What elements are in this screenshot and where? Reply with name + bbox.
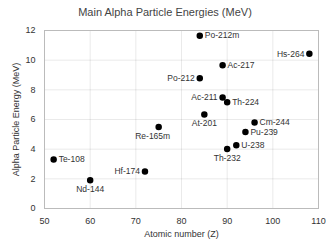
svg-text:Hs-264: Hs-264 (277, 49, 305, 59)
svg-text:Cm-244: Cm-244 (260, 117, 291, 127)
svg-text:0: 0 (30, 203, 35, 213)
svg-text:Po-212: Po-212 (167, 73, 195, 83)
svg-text:Ac-217: Ac-217 (228, 60, 255, 70)
svg-text:10: 10 (25, 55, 35, 65)
svg-text:50: 50 (39, 216, 49, 226)
svg-text:Th-224: Th-224 (232, 97, 259, 107)
svg-text:2: 2 (30, 174, 35, 184)
svg-text:12: 12 (25, 25, 35, 35)
svg-text:Nd-144: Nd-144 (76, 184, 104, 194)
svg-text:Te-108: Te-108 (59, 154, 85, 164)
svg-text:4: 4 (30, 144, 35, 154)
svg-text:60: 60 (85, 216, 95, 226)
svg-text:8: 8 (30, 85, 35, 95)
svg-text:Hf-174: Hf-174 (114, 166, 140, 176)
svg-text:90: 90 (222, 216, 232, 226)
svg-text:100: 100 (265, 216, 280, 226)
svg-text:110: 110 (311, 216, 325, 226)
svg-text:Pu-239: Pu-239 (250, 127, 278, 137)
html-text:Main Alpha Particle Energies (: Main Alpha Particle Energies (MeV) (78, 6, 252, 18)
svg-text:U-238: U-238 (241, 140, 264, 150)
svg-text:Atomic number (Z): Atomic number (Z) (144, 229, 219, 239)
svg-text:Ac-211: Ac-211 (191, 92, 218, 102)
svg-text:70: 70 (131, 216, 141, 226)
svg-text:80: 80 (176, 216, 186, 226)
svg-text:Re-165m: Re-165m (135, 131, 170, 141)
svg-text:Th-232: Th-232 (214, 153, 241, 163)
svg-text:Alpha Particle Energy (MeV): Alpha Particle Energy (MeV) (11, 63, 21, 177)
svg-text:At-201: At-201 (192, 118, 217, 128)
svg-text:Po-212m: Po-212m (205, 30, 240, 40)
svg-text:6: 6 (30, 114, 35, 124)
